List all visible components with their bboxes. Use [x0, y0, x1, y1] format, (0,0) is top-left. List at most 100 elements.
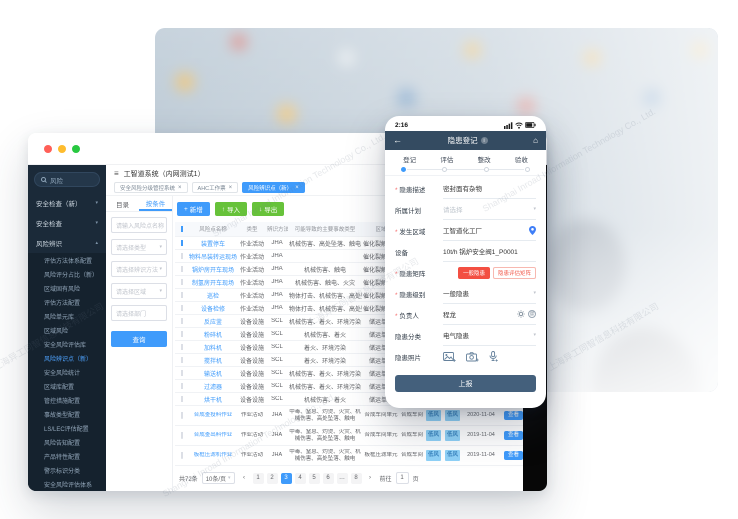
filter-input[interactable]: 请选择部门	[111, 305, 167, 321]
filter-tab[interactable]: 按条件	[139, 196, 172, 211]
add-picture-icon[interactable]	[443, 351, 456, 362]
risk-point-link[interactable]: 粉碎机	[203, 332, 222, 339]
page-button[interactable]: 8	[350, 472, 362, 484]
step-label[interactable]: 评估	[440, 157, 454, 164]
page-button[interactable]: 6	[322, 472, 334, 484]
row-checkbox[interactable]	[180, 432, 183, 439]
field-value-area[interactable]: 10t/h 锅炉安全阀1_P0001	[443, 241, 536, 262]
sidebar-item[interactable]: 事故类型配置	[28, 407, 106, 421]
risk-point-link[interactable]: 物料吊装转运现场	[189, 254, 238, 261]
filter-tab[interactable]: 目录	[116, 201, 129, 209]
sidebar-item[interactable]: 管控措施配置	[28, 393, 106, 407]
step-label[interactable]: 登记	[403, 157, 417, 164]
submit-button[interactable]: 上报	[395, 375, 536, 392]
close-icon[interactable]: ×	[295, 184, 299, 191]
field-value-area[interactable]: 电气隐患 ▾	[443, 325, 536, 346]
risk-point-link[interactable]: 搅拌机	[203, 358, 222, 365]
view-button[interactable]: 查看	[503, 431, 523, 440]
filter-search-button[interactable]: 查询	[111, 331, 167, 347]
row-checkbox[interactable]	[180, 396, 183, 402]
toolbar-button[interactable]: ↓ 导出	[252, 202, 285, 216]
risk-point-link[interactable]: 板框压滤机作业	[193, 452, 233, 459]
sidebar-item[interactable]: 评估方法配置	[28, 295, 106, 309]
sidebar-item[interactable]: 风险告知配置	[28, 435, 106, 449]
row-checkbox[interactable]	[180, 305, 183, 311]
field-value-area[interactable]	[443, 346, 536, 367]
risk-point-link[interactable]: 过滤器	[203, 384, 222, 391]
take-photo-icon[interactable]	[466, 351, 479, 362]
sidebar-search-input[interactable]: 风险	[34, 172, 100, 187]
row-checkbox[interactable]	[180, 412, 183, 419]
page-button[interactable]: 5	[308, 472, 320, 484]
risk-point-link[interactable]: 设备检修	[200, 306, 225, 313]
gear-icon[interactable]	[517, 310, 525, 318]
ellipsis-pages[interactable]: …	[336, 472, 348, 484]
sidebar-item[interactable]: LS/LEC评估配置	[28, 421, 106, 435]
matrix-evaluate-button[interactable]: 隐患评估矩阵	[492, 266, 536, 279]
risk-point-link[interactable]: 巡检	[206, 293, 219, 300]
view-button[interactable]: 查看	[503, 451, 523, 460]
field-value-area[interactable]: 工智道化工厂	[443, 220, 536, 241]
row-checkbox[interactable]	[180, 383, 183, 389]
view-button[interactable]: 查看	[503, 411, 523, 420]
row-checkbox[interactable]	[180, 292, 183, 298]
sidebar-item[interactable]: 风险评分占比（新）	[28, 267, 106, 281]
risk-point-link[interactable]: 装置停车	[200, 241, 225, 248]
sidebar-item[interactable]: 安全检查（新） ▾	[28, 193, 106, 213]
home-icon[interactable]: ⌂	[533, 135, 538, 145]
close-icon[interactable]: ×	[178, 184, 182, 191]
tab-chip[interactable]: 风险辨识点（新） ×	[242, 182, 305, 193]
toolbar-button[interactable]: ↑ 导入	[214, 202, 248, 216]
risk-point-link[interactable]: 加料机	[203, 345, 222, 352]
filter-input[interactable]: 请输入风险点名称	[111, 217, 167, 233]
page-button[interactable]: 3	[280, 472, 292, 484]
risk-point-link[interactable]: 锅炉房开车现场	[191, 267, 234, 274]
field-value-area[interactable]: 程龙 @	[443, 304, 536, 325]
close-icon[interactable]: ×	[228, 184, 233, 191]
risk-point-link[interactable]: 合成釜出料作业	[193, 432, 233, 439]
sidebar-item[interactable]: 安全风险评估库	[28, 337, 106, 351]
risk-point-link[interactable]: 反应釜	[203, 319, 222, 326]
sidebar-item[interactable]: 风险辨识 ▴	[28, 233, 106, 253]
page-button[interactable]: 2	[266, 472, 278, 484]
row-checkbox[interactable]	[180, 331, 183, 337]
row-checkbox[interactable]	[180, 240, 183, 246]
step-label[interactable]: 验收	[514, 157, 528, 164]
row-checkbox[interactable]	[180, 266, 183, 272]
record-audio-icon[interactable]	[489, 351, 498, 362]
hamburger-icon[interactable]: ≡	[114, 169, 119, 178]
row-checkbox[interactable]	[180, 370, 183, 376]
sidebar-item[interactable]: 警示标识分类	[28, 463, 106, 477]
field-value-area[interactable]: 请选择 ▾	[443, 199, 536, 220]
risk-point-link[interactable]: 合成釜投料作业	[193, 412, 233, 419]
step-label[interactable]: 整改	[477, 157, 491, 164]
row-checkbox[interactable]	[180, 357, 183, 363]
row-checkbox[interactable]	[180, 318, 183, 324]
select-all-checkbox[interactable]	[180, 226, 183, 232]
sidebar-item[interactable]: 风险单元库	[28, 309, 106, 323]
field-value-area[interactable]: 密封面有杂物	[443, 178, 536, 199]
page-button[interactable]: 4	[294, 472, 306, 484]
risk-point-link[interactable]: 输送机	[203, 371, 222, 378]
sidebar-item[interactable]: 安全风险评估体系	[28, 477, 106, 491]
risk-point-link[interactable]: 烘干机	[203, 397, 222, 404]
field-value-area[interactable]: 一般隐患 ▾	[443, 283, 536, 304]
sidebar-item[interactable]: 评估方法体系配置	[28, 253, 106, 267]
prev-page-button[interactable]: ‹	[243, 475, 246, 481]
page-button[interactable]: 1	[252, 472, 264, 484]
sidebar-item[interactable]: 区域固有风险	[28, 281, 106, 295]
close-window-dot[interactable]	[44, 144, 52, 153]
sidebar-item[interactable]: 风险辨识点（新）	[28, 351, 106, 365]
row-checkbox[interactable]	[180, 253, 183, 259]
minimize-window-dot[interactable]	[58, 144, 66, 153]
sidebar-item[interactable]: 安全检查 ▾	[28, 213, 106, 233]
field-value-area[interactable]: 一般隐患 隐患评估矩阵	[443, 262, 536, 283]
tab-chip[interactable]: 安全风险分级管控系统 ×	[114, 182, 188, 193]
filter-input[interactable]: 请选择辨识方法 ▾	[111, 261, 167, 277]
add-button[interactable]: + 新增	[177, 202, 210, 216]
location-pin-icon[interactable]	[529, 225, 536, 235]
tab-chip[interactable]: AHC工作票 ×	[191, 182, 239, 193]
maximize-window-dot[interactable]	[72, 144, 80, 153]
sidebar-item[interactable]: 产品特性配置	[28, 449, 106, 463]
back-arrow-icon[interactable]: ←	[393, 135, 402, 145]
